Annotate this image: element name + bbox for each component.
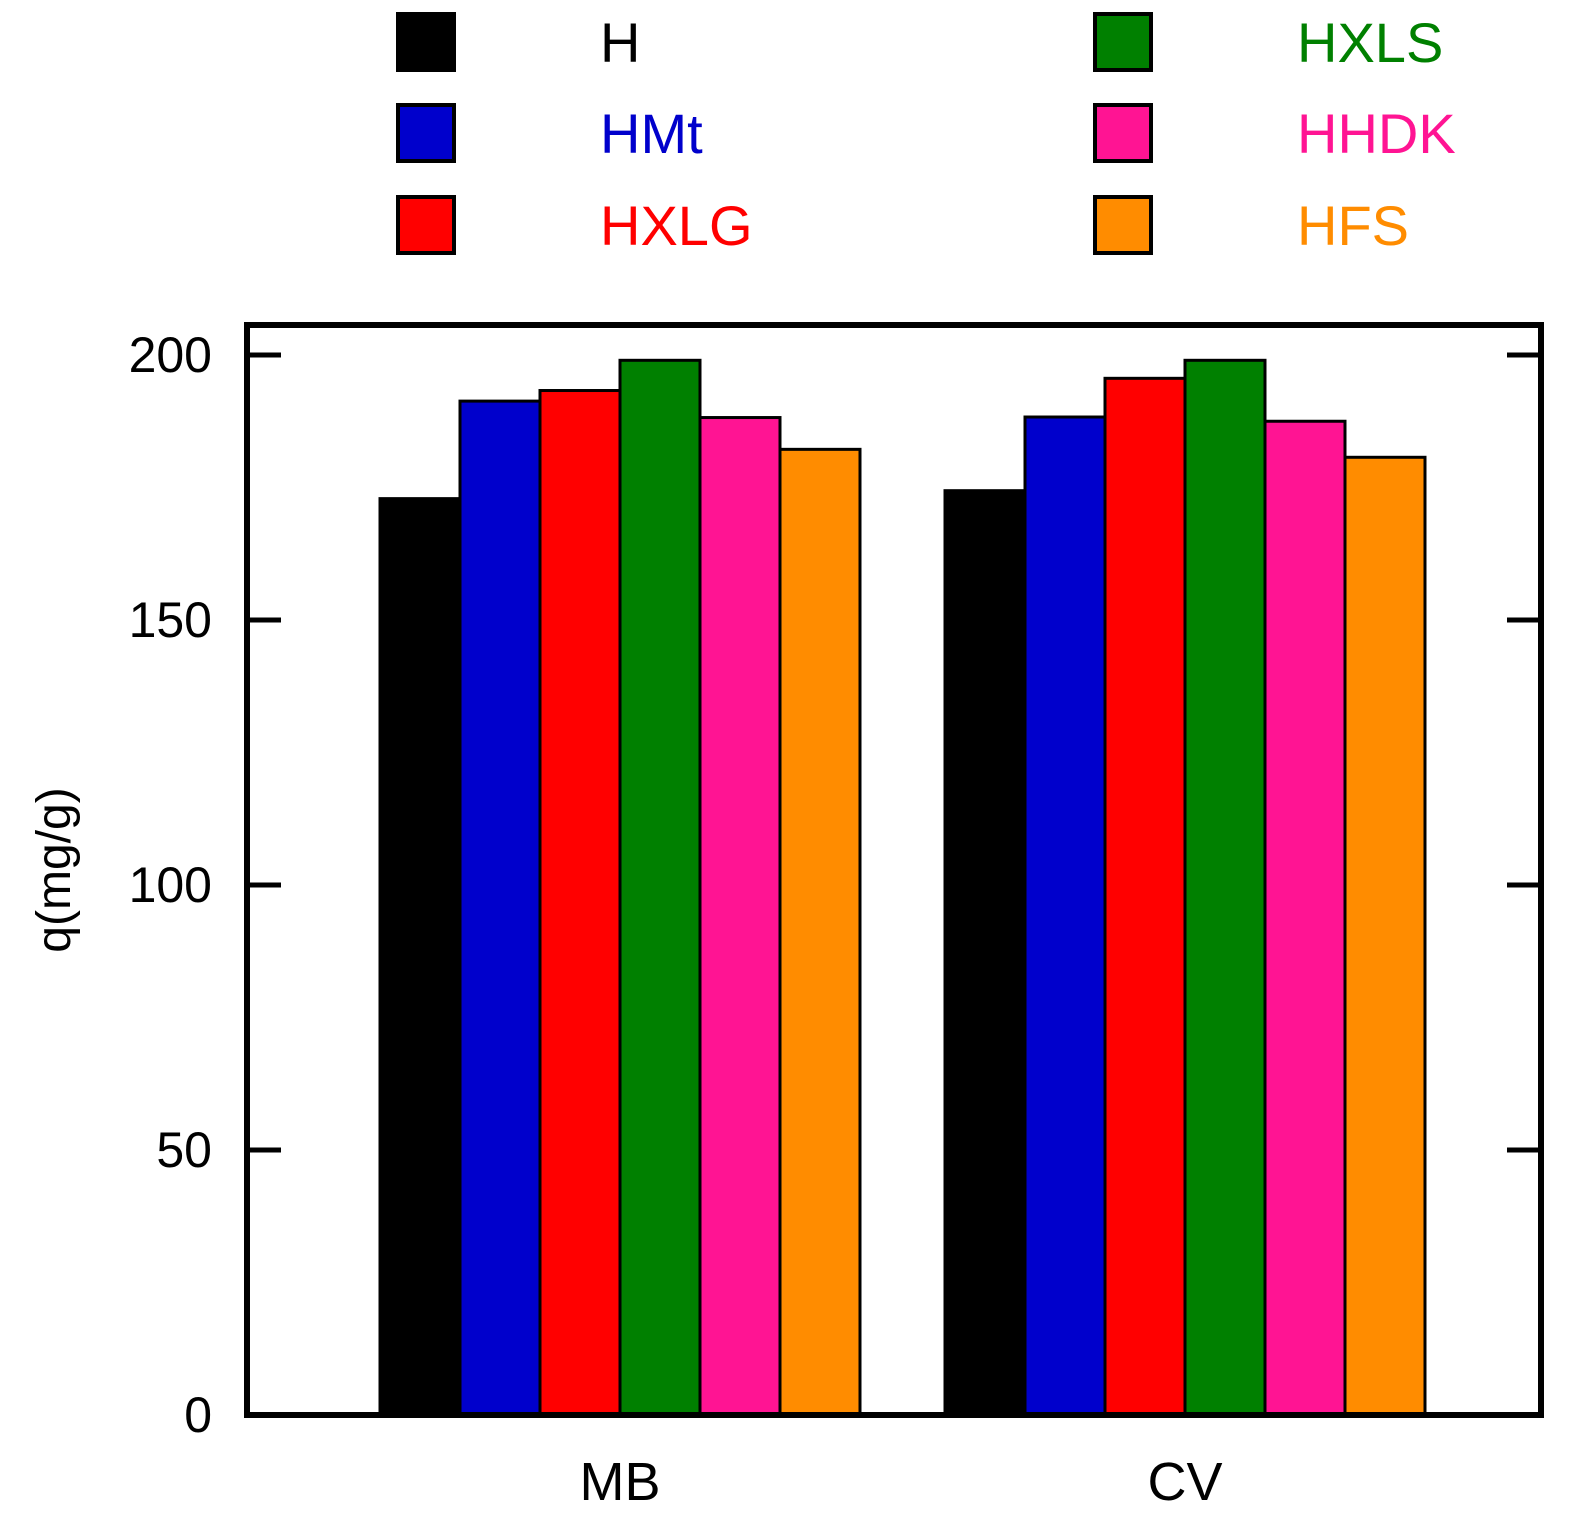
bar-mb-hxls <box>618 358 702 1417</box>
bar-cv-hfs <box>1343 455 1427 1417</box>
bar-cv-hxlg <box>1103 376 1187 1417</box>
y-tick-label: 50 <box>156 1122 212 1178</box>
bar-cv-hxls <box>1183 358 1267 1417</box>
y-tick-label: 200 <box>129 327 212 383</box>
y-axis-label: q(mg/g) <box>28 787 81 952</box>
legend: H HMt HXLG HXLS HHDK HFS <box>396 11 1456 257</box>
plot-frame <box>244 322 1544 1418</box>
x-axis-ticks: MB CV <box>580 1452 1223 1512</box>
bar-mb-h <box>378 497 462 1417</box>
legend-label-hfs: HFS <box>1297 194 1409 257</box>
x-tick-label-cv: CV <box>1147 1452 1222 1512</box>
legend-swatch-hhdk <box>1093 103 1153 163</box>
bar-cv-hhdk <box>1263 419 1347 1417</box>
legend-swatch-hxls <box>1093 12 1153 72</box>
legend-swatch-hmt <box>396 103 456 163</box>
legend-label-hhdk: HHDK <box>1297 102 1456 165</box>
y-tick-label: 0 <box>184 1387 212 1443</box>
bar-mb-hfs <box>778 447 862 1417</box>
y-tick-label: 150 <box>129 592 212 648</box>
legend-label-hxls: HXLS <box>1297 11 1443 74</box>
bar-cv-h <box>943 489 1027 1417</box>
legend-label-hxlg: HXLG <box>600 194 753 257</box>
bar-mb-hhdk <box>698 416 782 1417</box>
bar-mb-hxlg <box>538 389 622 1417</box>
legend-label-h: H <box>600 11 640 74</box>
bar-mb-hmt <box>458 399 542 1417</box>
legend-label-hmt: HMt <box>600 102 703 165</box>
bar-cv-hmt <box>1023 415 1107 1417</box>
y-tick-label: 100 <box>129 857 212 913</box>
legend-swatch-h <box>396 12 456 72</box>
legend-swatch-hfs <box>1093 195 1153 255</box>
bars <box>378 358 1427 1417</box>
legend-swatch-hxlg <box>396 195 456 255</box>
x-tick-label-mb: MB <box>580 1452 661 1512</box>
y-axis-ticks: 0 50 100 150 200 <box>129 327 1541 1443</box>
